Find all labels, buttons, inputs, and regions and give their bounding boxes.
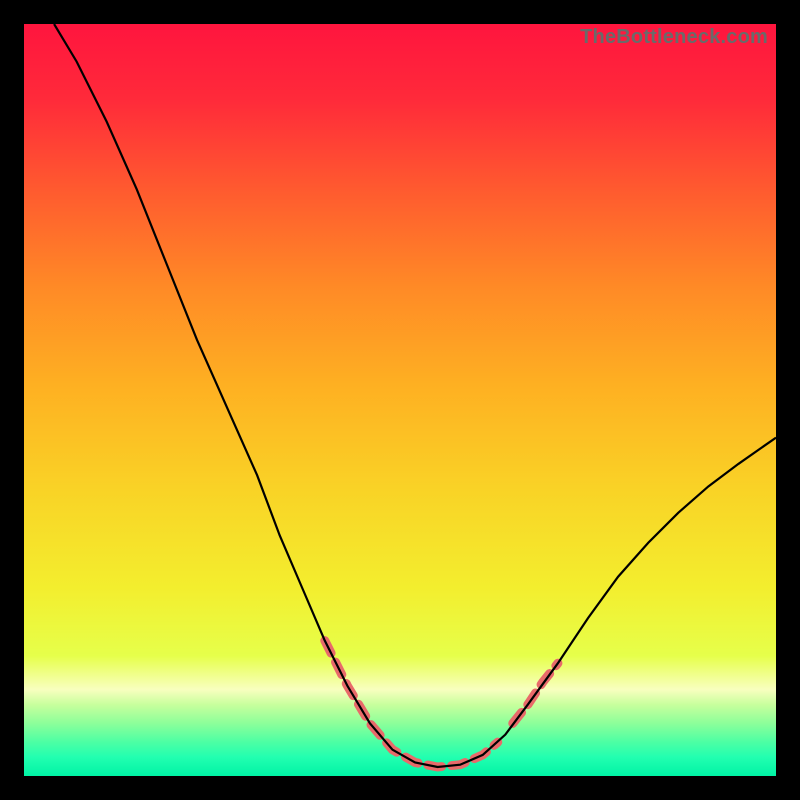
highlight-segment	[325, 641, 498, 767]
plot-area: TheBottleneck.com	[24, 24, 776, 776]
curve-layer	[24, 24, 776, 776]
chart-frame: TheBottleneck.com	[0, 0, 800, 800]
highlight-segments	[325, 641, 558, 767]
main-curve	[54, 24, 776, 767]
